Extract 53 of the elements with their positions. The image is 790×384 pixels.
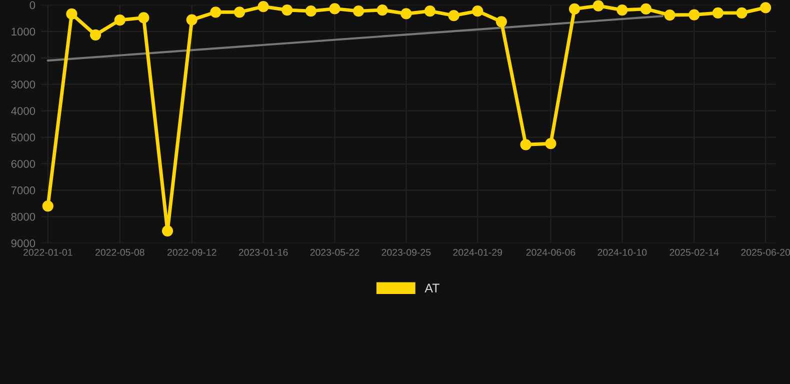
point — [664, 9, 676, 21]
point — [305, 6, 316, 17]
point — [90, 29, 102, 40]
y-tick-label: 5000 — [11, 134, 36, 142]
point — [616, 4, 628, 16]
y-tick-label: 1000 — [12, 28, 36, 36]
point — [496, 16, 507, 28]
point — [760, 2, 772, 14]
y-tick-label: 0 — [30, 1, 36, 10]
x-tick-label: 2022-05-08 — [96, 248, 144, 256]
y-tick-label: 7000 — [11, 186, 36, 194]
y-tick-label: 3000 — [11, 80, 36, 88]
point — [688, 9, 700, 20]
point — [592, 0, 604, 12]
x-tick-label: 2022-01-01 — [24, 248, 72, 256]
y-tick-label: 8000 — [11, 212, 36, 221]
point — [545, 138, 556, 150]
point — [712, 7, 724, 18]
x-tick-label: 2024-10-10 — [598, 248, 647, 256]
point — [568, 3, 580, 15]
x-tick-label: 2024-01-29 — [453, 248, 502, 256]
point — [186, 14, 198, 26]
point — [640, 3, 652, 15]
point — [376, 4, 388, 16]
point — [66, 8, 78, 20]
y-tick-label: 4000 — [11, 107, 36, 115]
point — [520, 139, 532, 150]
point — [42, 200, 54, 212]
y-tick-label: 9000 — [11, 239, 36, 248]
x-tick-label: 2023-05-22 — [310, 248, 360, 256]
x-tick-label: 2022-09-12 — [168, 248, 216, 256]
x-tick-label: 2023-01-16 — [238, 248, 288, 256]
point — [424, 6, 436, 17]
legend-label: AT — [424, 284, 440, 292]
point — [282, 4, 293, 16]
x-tick-label: 2023-09-25 — [382, 248, 431, 256]
point — [114, 14, 126, 26]
point — [472, 6, 484, 17]
point — [448, 10, 460, 22]
point — [138, 12, 150, 24]
y-tick-label: 6000 — [11, 160, 36, 168]
point — [352, 6, 364, 17]
point — [400, 8, 412, 20]
point — [162, 225, 174, 236]
point — [210, 6, 222, 18]
x-tick-label: 2025-02-14 — [670, 248, 719, 256]
point — [234, 6, 246, 18]
x-tick-label: 2024-06-06 — [526, 248, 576, 256]
point — [258, 1, 269, 12]
y-tick-label: 2000 — [11, 54, 36, 62]
point — [329, 3, 340, 14]
point — [736, 7, 748, 18]
x-tick-label: 2025-06-20 — [741, 248, 790, 256]
